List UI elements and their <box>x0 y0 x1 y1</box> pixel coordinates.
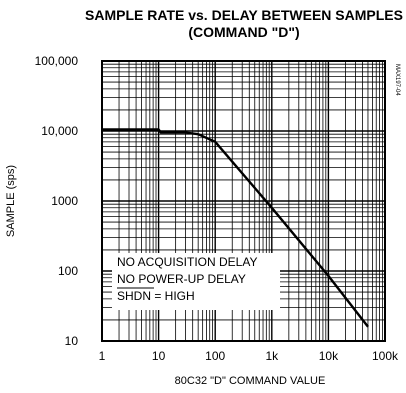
y-tick-label: 100,000 <box>35 54 79 68</box>
x-tick-label: 1k <box>265 349 279 363</box>
x-tick-label: 10 <box>152 349 166 363</box>
y-tick-label: 100 <box>58 264 78 278</box>
x-axis-label: 80C32 "D" COMMAND VALUE <box>175 375 326 387</box>
side-code-label: MAX197-04 <box>394 64 400 96</box>
x-tick-label: 10k <box>319 349 339 363</box>
chart-title: SAMPLE RATE vs. DELAY BETWEEN SAMPLES <box>85 7 403 23</box>
chart-subtitle: (COMMAND "D") <box>188 24 299 40</box>
series <box>102 128 369 328</box>
x-tick-label: 100 <box>205 349 225 363</box>
y-tick-label: 10,000 <box>41 124 78 138</box>
y-tick-label: 1000 <box>51 194 78 208</box>
annotation-no-acquisition-delay: NO ACQUISITION DELAY <box>117 255 257 269</box>
x-tick-label: 1 <box>99 349 106 363</box>
annotation-backdrop <box>112 253 280 310</box>
x-tick-labels: 1 10 100 1k 10k 100k <box>99 349 399 363</box>
y-axis-label: SAMPLE (sps) <box>5 165 17 237</box>
y-tick-labels: 10 100 1000 10,000 100,000 <box>35 54 79 348</box>
x-tick-label: 100k <box>372 349 399 363</box>
annotation-no-power-up-delay: NO POWER-UP DELAY <box>117 272 246 286</box>
annotation-shdn-high: SHDN = HIGH <box>117 289 195 303</box>
sample-rate-curve <box>102 128 369 328</box>
y-tick-label: 10 <box>65 334 79 348</box>
